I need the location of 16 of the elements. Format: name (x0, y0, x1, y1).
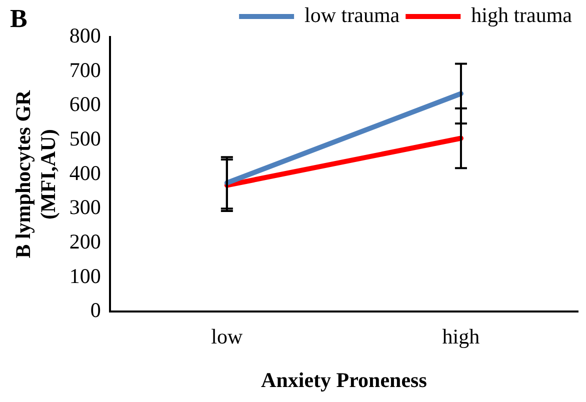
text: B (10, 4, 28, 34)
x-axis-title: Anxiety Proneness (261, 368, 427, 392)
y-tick-label: 600 (69, 92, 101, 116)
y-tick-label: 400 (69, 160, 101, 185)
x-tick-label: low (211, 324, 244, 349)
y-tick-label: 500 (69, 126, 101, 150)
legend-label: low trauma (304, 3, 400, 28)
y-tick-label: 100 (69, 264, 101, 288)
y-tick-label: 300 (69, 195, 101, 220)
legend-label: high trauma (471, 3, 573, 28)
y-tick-label: 0 (90, 298, 101, 322)
y-tick-label: 200 (69, 229, 101, 254)
y-tick-label: 800 (69, 24, 101, 48)
y-axis-title: B lymphocytes GR (MFI,AU) (11, 89, 60, 258)
x-tick-label: high (442, 324, 480, 349)
y-tick-label: 700 (69, 58, 101, 82)
